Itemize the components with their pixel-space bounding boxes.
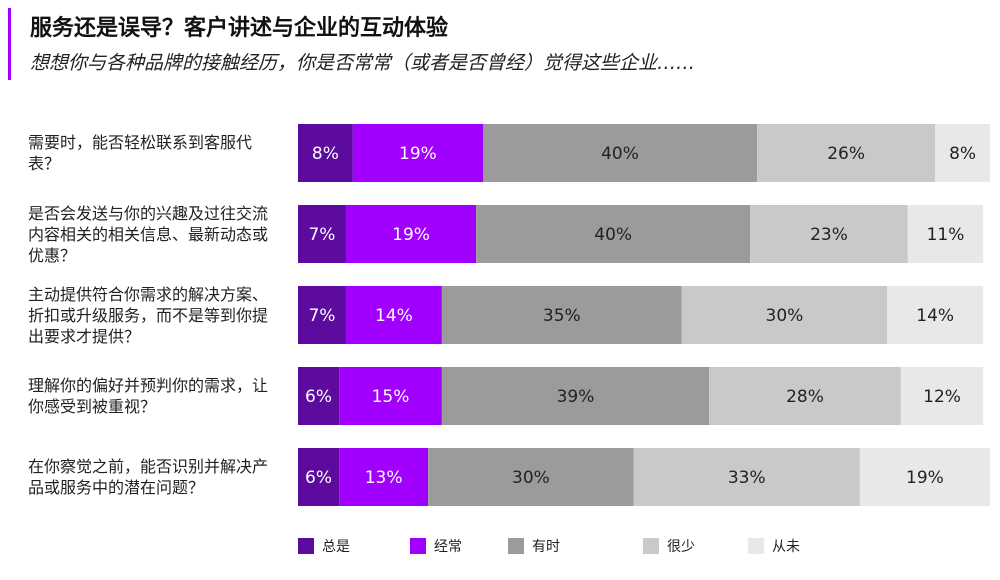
value-label: 8% <box>312 144 339 164</box>
value-label: 15% <box>372 387 410 407</box>
category-label: 理解你的偏好并预判你的需求，让你感受到被重视？ <box>28 376 269 416</box>
legend-label: 很少 <box>667 539 695 555</box>
bar-segment <box>298 448 340 506</box>
legend-label: 经常 <box>434 539 462 555</box>
bar-segment <box>907 205 984 263</box>
value-label: 13% <box>365 468 403 488</box>
value-label: 35% <box>543 306 581 326</box>
bar-segment <box>428 448 634 506</box>
title-accent <box>8 8 11 80</box>
bar-segment <box>757 124 936 182</box>
bar-segment <box>476 205 751 263</box>
bar-segment <box>900 367 984 425</box>
value-label: 30% <box>512 468 550 488</box>
chart-title: 服务还是误导？客户讲述与企业的互动体验 <box>30 16 449 41</box>
category-label: 是否会发送与你的兴趣及过往交流内容相关的相关信息、最新动态或优惠？ <box>28 203 269 265</box>
bar-segment <box>298 124 353 182</box>
value-label: 11% <box>927 225 965 245</box>
bar-segment <box>339 367 442 425</box>
bar-segment <box>887 286 984 344</box>
bar-segment <box>352 124 483 182</box>
bar-segment <box>339 448 429 506</box>
value-label: 28% <box>786 387 824 407</box>
value-label: 19% <box>399 144 437 164</box>
bar-segment <box>345 286 442 344</box>
value-label: 14% <box>916 306 954 326</box>
bar-segment <box>441 286 682 344</box>
value-label: 30% <box>766 306 804 326</box>
bar-segment <box>298 286 346 344</box>
value-label: 33% <box>728 468 766 488</box>
value-label: 23% <box>810 225 848 245</box>
value-label: 40% <box>601 144 639 164</box>
legend-label: 从未 <box>772 539 800 555</box>
bar-segment <box>750 205 908 263</box>
value-label: 26% <box>827 144 865 164</box>
category-label: 需要时，能否轻松联系到客服代表？ <box>28 133 253 173</box>
value-label: 6% <box>305 468 332 488</box>
value-label: 7% <box>308 306 335 326</box>
bar-segment <box>633 448 860 506</box>
value-label: 39% <box>557 387 595 407</box>
bar-segment <box>935 124 990 182</box>
legend-label: 总是 <box>322 539 350 555</box>
bar-segment <box>298 367 340 425</box>
bar-segment <box>859 448 990 506</box>
legend-swatch <box>298 538 314 554</box>
value-label: 19% <box>392 225 430 245</box>
legend-swatch <box>748 538 764 554</box>
value-label: 12% <box>923 387 961 407</box>
bar-segment <box>298 205 346 263</box>
bar-segment <box>441 367 710 425</box>
value-label: 6% <box>305 387 332 407</box>
category-label: 主动提供符合你需求的解决方案、折扣或升级服务，而不是等到你提出要求才提供？ <box>28 284 269 346</box>
value-label: 8% <box>949 144 976 164</box>
bar-segment <box>345 205 477 263</box>
legend-swatch <box>410 538 426 554</box>
bar-segment <box>681 286 888 344</box>
value-label: 40% <box>594 225 632 245</box>
chart-subtitle: 想想你与各种品牌的接触经历，你是否常常（或者是否曾经）觉得这些企业…… <box>30 52 696 74</box>
value-label: 14% <box>375 306 413 326</box>
value-label: 7% <box>308 225 335 245</box>
legend-swatch <box>508 538 524 554</box>
bar-segment <box>482 124 758 182</box>
bar-segment <box>709 367 901 425</box>
legend-label: 有时 <box>532 539 560 555</box>
legend-swatch <box>643 538 659 554</box>
category-label: 在你察觉之前，能否识别并解决产品或服务中的潜在问题？ <box>28 457 269 497</box>
value-label: 19% <box>906 468 944 488</box>
